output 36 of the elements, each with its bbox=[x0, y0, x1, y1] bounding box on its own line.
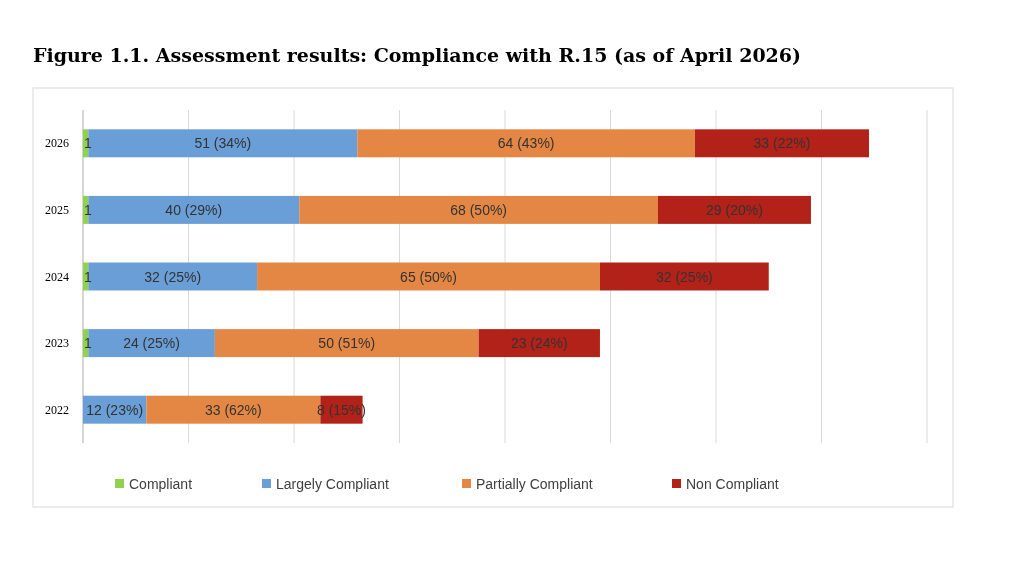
legend-label: Non Compliant bbox=[686, 476, 779, 492]
legend-label: Largely Compliant bbox=[276, 476, 389, 492]
data-label: 64 (43%) bbox=[497, 135, 555, 152]
bar bbox=[599, 262, 769, 291]
bar bbox=[257, 262, 600, 291]
y-tick-label: 2023 bbox=[45, 336, 69, 351]
bar bbox=[657, 195, 811, 224]
data-label: 32 (25%) bbox=[144, 268, 202, 285]
data-label: 40 (29%) bbox=[165, 201, 223, 218]
legend-label: Partially Compliant bbox=[476, 476, 593, 492]
legend-label: Compliant bbox=[129, 476, 193, 492]
data-label: 1 bbox=[84, 201, 92, 218]
data-label: 51 (34%) bbox=[194, 135, 252, 152]
data-label: 1 bbox=[84, 335, 92, 352]
bar bbox=[299, 195, 658, 224]
data-label: 1 bbox=[84, 268, 92, 285]
bar bbox=[478, 329, 600, 358]
data-label: 1 bbox=[84, 135, 92, 152]
y-tick-label: 2022 bbox=[45, 402, 69, 417]
data-label: 33 (62%) bbox=[204, 401, 262, 418]
bar bbox=[694, 129, 869, 158]
data-label: 65 (50%) bbox=[400, 268, 457, 285]
data-label: 32 (25%) bbox=[655, 268, 713, 285]
y-tick-label: 2025 bbox=[45, 202, 69, 217]
data-label: 33 (22%) bbox=[753, 135, 811, 152]
bar bbox=[214, 329, 479, 358]
data-label: 29 (20%) bbox=[706, 201, 763, 218]
y-tick-label: 2026 bbox=[45, 136, 69, 151]
y-tick-label: 2024 bbox=[45, 269, 69, 284]
data-label: 12 (23%) bbox=[86, 401, 144, 418]
data-label: 50 (51%) bbox=[318, 335, 376, 352]
data-label: 24 (25%) bbox=[123, 335, 180, 352]
chart-title: Figure 1.1. Assessment results: Compliance with R.15 (as of April 2026) bbox=[33, 44, 802, 66]
data-label: 68 (50%) bbox=[450, 201, 508, 218]
data-label: 23 (24%) bbox=[510, 335, 568, 352]
bar bbox=[357, 129, 695, 158]
